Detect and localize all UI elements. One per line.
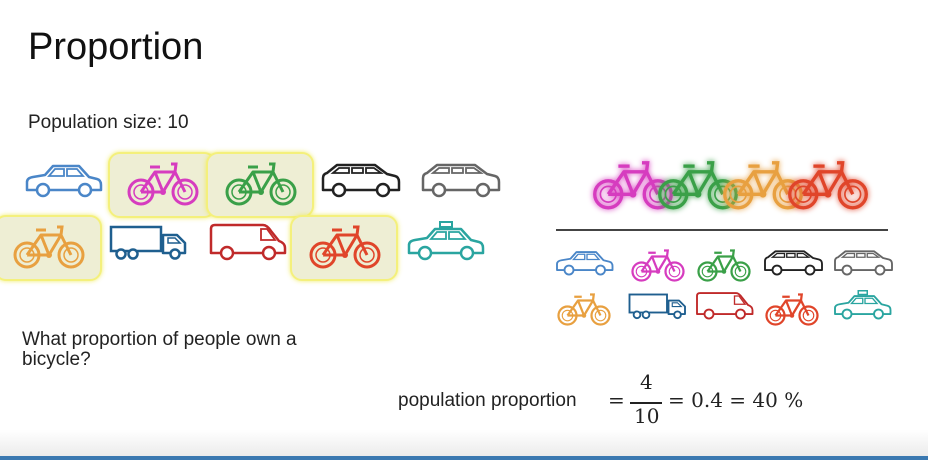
- bicycle-icon: [225, 162, 297, 206]
- bicycle-icon: [765, 293, 819, 326]
- taxi-icon: [407, 221, 485, 261]
- question-text: What proportion of people own a bicycle?: [22, 329, 297, 370]
- bottom-strip: [0, 430, 928, 460]
- bicycle-icon: [788, 161, 868, 210]
- bicycle-icon: [13, 225, 85, 269]
- formula-numerator: 4: [640, 370, 653, 394]
- bicycle-highlight: [290, 215, 398, 281]
- formula-result: = 0.4 = 40 %: [668, 388, 804, 412]
- taxi-icon: [834, 290, 892, 320]
- bicycle-icon: [593, 161, 673, 210]
- bicycle-icon: [631, 249, 685, 282]
- car-icon: [25, 164, 103, 198]
- wagon-icon: [421, 163, 501, 198]
- formula-label: population proportion: [398, 390, 577, 411]
- wagon-icon: [834, 250, 893, 276]
- truck-icon: [628, 293, 686, 320]
- van-icon: [209, 223, 287, 261]
- bicycle-icon: [557, 293, 611, 326]
- population-size-label: Population size: 10: [28, 112, 189, 133]
- wagon-icon: [321, 163, 401, 198]
- formula-denominator: 10: [634, 404, 660, 428]
- page-title: Proportion: [28, 26, 204, 68]
- car-icon: [556, 251, 614, 276]
- wagon-icon: [764, 250, 823, 276]
- bicycle-icon: [658, 161, 738, 210]
- bottom-accent-bar: [0, 456, 928, 460]
- truck-icon: [109, 225, 187, 260]
- bicycle-icon: [127, 162, 199, 206]
- van-icon: [696, 292, 754, 320]
- bicycle-icon: [309, 225, 381, 269]
- bicycle-highlight: [206, 152, 314, 218]
- fraction-divider: [556, 229, 888, 231]
- bicycle-icon: [697, 249, 751, 282]
- formula-equals: =: [608, 388, 625, 412]
- formula-fraction-bar: [630, 402, 662, 404]
- bicycle-icon: [723, 161, 803, 210]
